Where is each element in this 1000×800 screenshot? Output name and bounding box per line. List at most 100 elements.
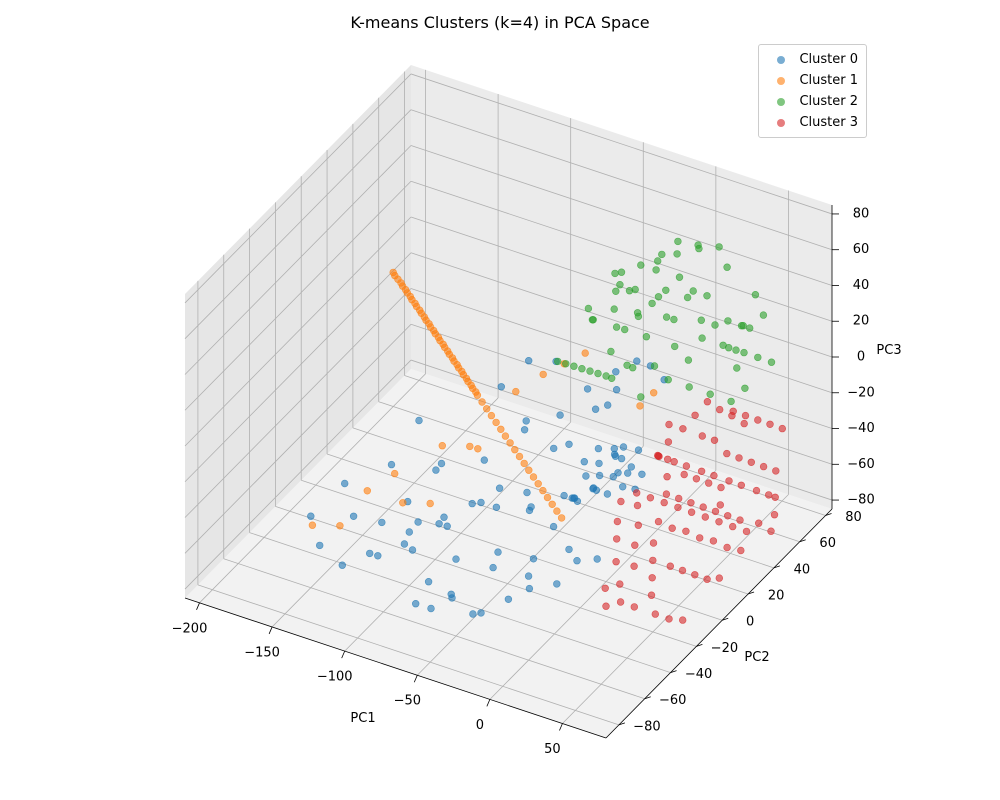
data-point-cluster-3 xyxy=(602,602,610,610)
data-point-cluster-3 xyxy=(752,486,761,495)
data-point-cluster-2 xyxy=(733,364,741,372)
data-point-cluster-1 xyxy=(466,442,474,451)
data-point-cluster-1 xyxy=(472,388,480,396)
data-point-cluster-2 xyxy=(562,360,570,368)
z-tick-label: 60 xyxy=(853,242,870,257)
data-point-cluster-2 xyxy=(664,376,672,384)
legend-item-cluster-1: Cluster 1 xyxy=(767,70,858,91)
data-point-cluster-1 xyxy=(363,487,371,495)
data-point-cluster-0 xyxy=(614,469,622,477)
legend-item-cluster-2: Cluster 2 xyxy=(767,91,858,112)
chart-title: K-means Clusters (k=4) in PCA Space xyxy=(350,13,649,32)
grid-line-z xyxy=(410,288,833,429)
x-tick-label: −100 xyxy=(317,670,353,685)
data-point-cluster-0 xyxy=(316,541,324,550)
data-point-cluster-2 xyxy=(617,268,626,276)
data-point-cluster-3 xyxy=(725,477,733,485)
data-point-cluster-0 xyxy=(307,512,315,520)
data-point-cluster-0 xyxy=(603,401,612,409)
grid-line-x xyxy=(562,494,789,724)
data-point-cluster-0 xyxy=(452,555,460,563)
data-point-cluster-3 xyxy=(612,557,620,566)
data-point-cluster-3 xyxy=(682,462,691,470)
data-point-cluster-2 xyxy=(689,287,697,295)
x-tick-label: 50 xyxy=(544,742,561,757)
x-tick-mark xyxy=(413,675,418,683)
legend-label: Cluster 2 xyxy=(799,94,858,109)
y-tick-mark xyxy=(696,644,703,647)
data-point-cluster-1 xyxy=(520,459,528,468)
data-point-cluster-0 xyxy=(427,604,435,613)
data-point-cluster-1 xyxy=(453,361,461,369)
data-point-cluster-3 xyxy=(646,494,655,502)
data-point-cluster-0 xyxy=(583,385,592,393)
data-point-cluster-3 xyxy=(736,516,744,524)
grid-line-z xyxy=(184,216,412,447)
data-point-cluster-2 xyxy=(653,257,662,265)
grid-line-y xyxy=(275,506,697,647)
data-point-cluster-3 xyxy=(778,424,786,433)
data-point-cluster-0 xyxy=(477,609,485,617)
data-point-cluster-2 xyxy=(652,266,660,274)
data-point-cluster-0 xyxy=(494,548,502,556)
data-point-cluster-0 xyxy=(492,503,501,511)
data-point-cluster-0 xyxy=(609,473,617,481)
data-point-cluster-3 xyxy=(771,493,779,501)
data-point-cluster-2 xyxy=(620,325,629,334)
data-point-cluster-0 xyxy=(414,518,422,526)
y-tick-label: −20 xyxy=(711,641,738,656)
y-tick-mark xyxy=(825,513,832,516)
data-point-cluster-2 xyxy=(662,286,670,294)
grid-line-z xyxy=(184,73,412,304)
data-point-cluster-2 xyxy=(654,293,663,301)
legend-label: Cluster 3 xyxy=(799,115,858,130)
y-tick-mark xyxy=(618,722,626,726)
data-point-cluster-1 xyxy=(529,473,538,481)
data-point-cluster-1 xyxy=(391,271,399,280)
data-point-cluster-2 xyxy=(673,250,681,258)
data-point-cluster-1 xyxy=(483,405,491,413)
data-point-cluster-2 xyxy=(719,341,727,349)
data-point-cluster-3 xyxy=(699,503,707,511)
x-tick-label: 0 xyxy=(476,718,484,733)
data-point-cluster-3 xyxy=(630,603,638,611)
data-point-cluster-2 xyxy=(732,346,740,354)
data-point-cluster-3 xyxy=(742,527,751,536)
x-axis-label: PC1 xyxy=(350,711,375,726)
data-point-cluster-3 xyxy=(647,591,656,599)
data-point-cluster-3 xyxy=(701,513,709,521)
data-point-cluster-1 xyxy=(467,381,475,389)
y-tick-mark xyxy=(644,696,651,700)
data-point-cluster-3 xyxy=(735,454,743,462)
data-point-cluster-0 xyxy=(582,472,590,480)
legend-marker xyxy=(777,97,786,106)
data-point-cluster-3 xyxy=(617,497,625,506)
data-point-cluster-3 xyxy=(663,455,672,463)
data-point-cluster-0 xyxy=(366,549,374,558)
data-point-cluster-0 xyxy=(480,456,488,464)
data-point-cluster-2 xyxy=(711,321,719,329)
x-tick-mark xyxy=(341,650,346,659)
data-point-cluster-0 xyxy=(573,556,581,565)
data-point-cluster-2 xyxy=(616,281,624,289)
data-point-cluster-3 xyxy=(634,521,642,529)
data-point-cluster-3 xyxy=(691,411,699,419)
data-point-cluster-3 xyxy=(612,535,621,543)
data-point-cluster-1 xyxy=(438,442,446,450)
x-axis-line xyxy=(184,597,607,739)
data-point-cluster-1 xyxy=(458,367,466,376)
data-point-cluster-3 xyxy=(664,438,673,446)
data-point-cluster-2 xyxy=(759,311,768,319)
data-point-cluster-2 xyxy=(578,365,586,373)
data-point-cluster-0 xyxy=(525,584,534,593)
data-point-cluster-1 xyxy=(406,292,414,301)
legend-label: Cluster 0 xyxy=(799,52,858,67)
data-point-cluster-0 xyxy=(408,546,417,554)
data-point-cluster-3 xyxy=(716,501,724,509)
grid-line-z xyxy=(410,145,833,286)
data-point-cluster-0 xyxy=(440,513,448,521)
grid-line-x xyxy=(344,421,571,652)
data-point-cluster-0 xyxy=(594,444,603,453)
data-point-cluster-1 xyxy=(581,349,589,357)
data-point-cluster-2 xyxy=(642,333,651,341)
